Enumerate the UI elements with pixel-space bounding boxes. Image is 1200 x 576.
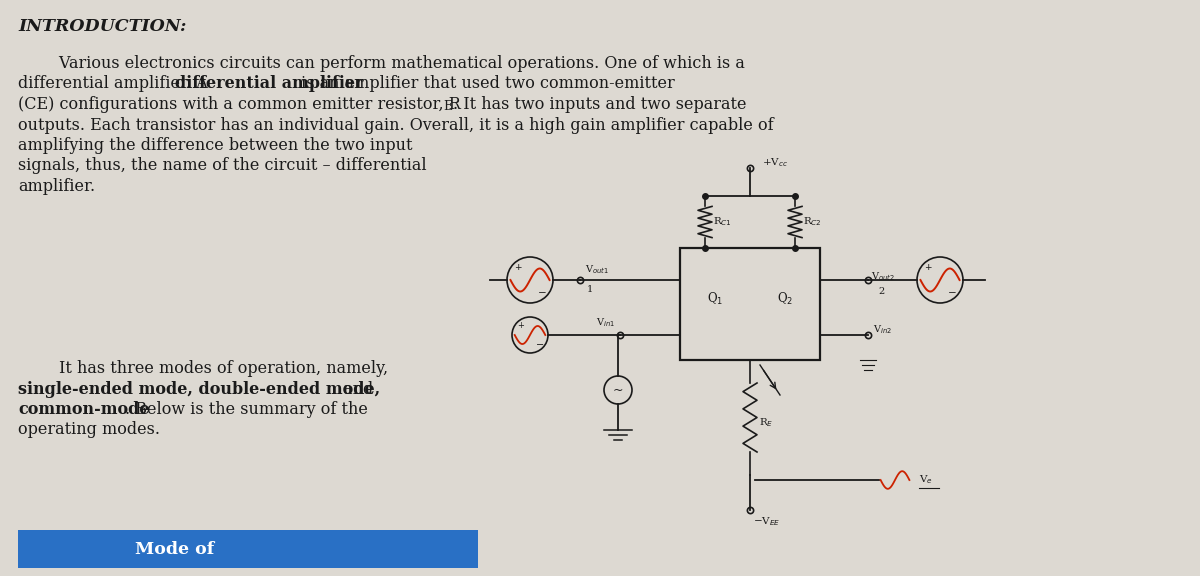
Text: Mode of: Mode of: [134, 540, 215, 558]
Text: outputs. Each transistor has an individual gain. Overall, it is a high gain ampl: outputs. Each transistor has an individu…: [18, 116, 774, 134]
Text: +: +: [514, 263, 521, 272]
Text: V$_e$: V$_e$: [919, 473, 932, 486]
Text: Q$_2$: Q$_2$: [776, 291, 793, 307]
Text: differential amplifier: differential amplifier: [175, 75, 364, 93]
Bar: [680, 248, 820, 360]
Text: R$_{C2}$: R$_{C2}$: [803, 215, 822, 229]
Text: V$_{in2}$: V$_{in2}$: [874, 324, 892, 336]
Text: and: and: [338, 381, 373, 397]
Text: V$_{in1}$: V$_{in1}$: [596, 317, 616, 329]
Text: V$_{out2}$: V$_{out2}$: [871, 271, 895, 283]
Text: operating modes.: operating modes.: [18, 422, 160, 438]
Text: INTRODUCTION:: INTRODUCTION:: [18, 18, 186, 35]
Text: . It has two inputs and two separate: . It has two inputs and two separate: [454, 96, 746, 113]
Text: +V$_{cc}$: +V$_{cc}$: [762, 157, 788, 169]
Bar: [18, 530, 478, 568]
Text: single-ended mode, double-ended mode,: single-ended mode, double-ended mode,: [18, 381, 380, 397]
Text: −: −: [539, 287, 547, 298]
Text: +: +: [517, 321, 523, 329]
Text: amplifier.: amplifier.: [18, 178, 95, 195]
Text: amplifying the difference between the two input: amplifying the difference between the tw…: [18, 137, 413, 154]
Text: −: −: [948, 287, 958, 298]
Text: Various electronics circuits can perform mathematical operations. One of which i: Various electronics circuits can perform…: [18, 55, 745, 72]
Text: differential amplifier. A: differential amplifier. A: [18, 75, 212, 93]
Text: It has three modes of operation, namely,: It has three modes of operation, namely,: [18, 360, 388, 377]
Text: 1: 1: [587, 286, 593, 294]
Text: −: −: [536, 340, 544, 350]
Text: common-mode: common-mode: [18, 401, 150, 418]
Text: E: E: [443, 100, 452, 113]
Text: (CE) configurations with a common emitter resistor, R: (CE) configurations with a common emitte…: [18, 96, 461, 113]
Text: . Below is the summary of the: . Below is the summary of the: [125, 401, 368, 418]
Text: Q$_1$: Q$_1$: [707, 291, 724, 307]
Text: +: +: [924, 263, 931, 272]
Text: V$_{out1}$: V$_{out1}$: [586, 264, 610, 276]
Text: −V$_{EE}$: −V$_{EE}$: [754, 516, 780, 528]
Text: R$_{C1}$: R$_{C1}$: [713, 215, 732, 229]
Text: signals, thus, the name of the circuit – differential: signals, thus, the name of the circuit –…: [18, 157, 427, 175]
Text: 2: 2: [878, 287, 884, 297]
Text: is an amplifier that used two common-emitter: is an amplifier that used two common-emi…: [296, 75, 674, 93]
Text: R$_E$: R$_E$: [760, 416, 774, 429]
Text: ~: ~: [613, 384, 623, 396]
